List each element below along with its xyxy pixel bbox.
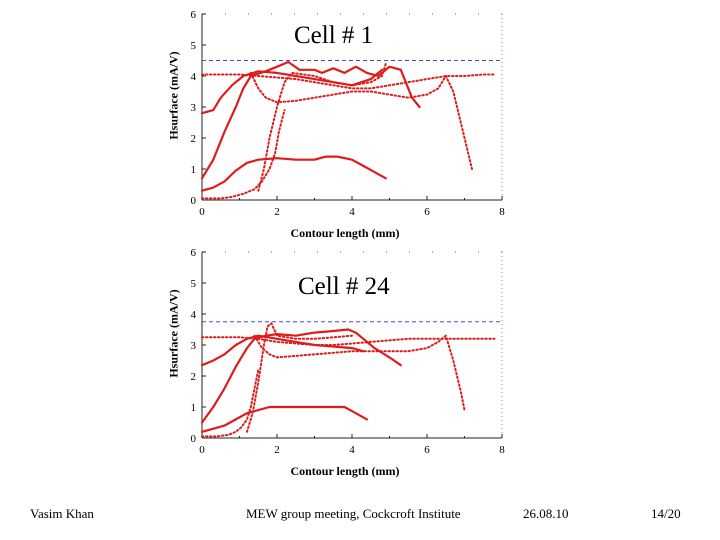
x-axis-label: Contour length (mm) [290,226,400,240]
y-tick-label: 1 [191,164,197,176]
x-axis-label: Contour length (mm) [290,464,400,478]
data-series-s5 [257,62,387,192]
footer-page-number: 14/20 [651,506,681,521]
y-tick-label: 0 [191,433,197,445]
chart-canvas: 0 1 2 3 4 5 6 0 2 4 6 8 [191,9,506,218]
data-series-s4 [253,334,466,412]
y-tick-label: 1 [191,402,197,414]
data-series-s7 [201,368,260,438]
footer-author: Vasim Khan [30,506,94,521]
data-series-s6 [200,155,387,192]
data-series-s3 [201,336,496,346]
x-tick-label: 4 [349,206,355,218]
y-tick-label: 4 [191,71,197,83]
y-tick-label: 5 [191,278,197,290]
chart-canvas: 0 1 2 3 4 5 6 0 2 4 6 8 [191,247,506,456]
x-tick-label: 6 [424,206,430,218]
chart-cell-24: 0 1 2 3 4 5 6 0 2 4 6 8 Hsurface (mA/V) Contour len… [160,244,520,484]
data-series-s2 [200,334,365,367]
data-series-s7 [201,109,286,200]
y-tick-label: 2 [191,133,197,145]
x-tick-label: 2 [274,206,280,218]
y-tick-label: 2 [191,371,197,383]
data-series-s1 [200,60,421,180]
y-tick-label: 6 [191,247,197,259]
y-axis-label: Hsurface (mA/V) [166,289,181,378]
y-axis-label: Hsurface (mA/V) [166,51,181,140]
x-tick-label: 8 [499,206,505,218]
x-tick-label: 2 [274,444,280,456]
data-series-s3 [201,73,496,90]
chart-title: Cell # 24 [296,273,392,301]
footer-meeting: MEW group meeting, Cockcroft Institute [246,506,461,521]
y-tick-label: 5 [191,40,197,52]
y-tick-label: 6 [191,9,197,21]
x-tick-label: 6 [424,444,430,456]
x-tick-label: 4 [349,444,355,456]
x-tick-label: 0 [199,444,205,456]
data-series-s5 [246,322,353,433]
y-tick-label: 4 [191,309,197,321]
chart-title: Cell # 1 [292,22,376,50]
data-series-s4 [249,71,473,170]
x-tick-label: 0 [199,206,205,218]
data-series-s6 [200,405,369,433]
y-tick-label: 3 [191,102,197,114]
y-tick-label: 3 [191,340,197,352]
footer-date: 26.08.10 [523,506,569,521]
x-tick-label: 8 [499,444,505,456]
chart-cell-1: 0 1 2 3 4 5 6 0 2 4 6 8 Hsurface (mA/V) Contour len… [160,6,520,246]
y-tick-label: 0 [191,195,197,207]
